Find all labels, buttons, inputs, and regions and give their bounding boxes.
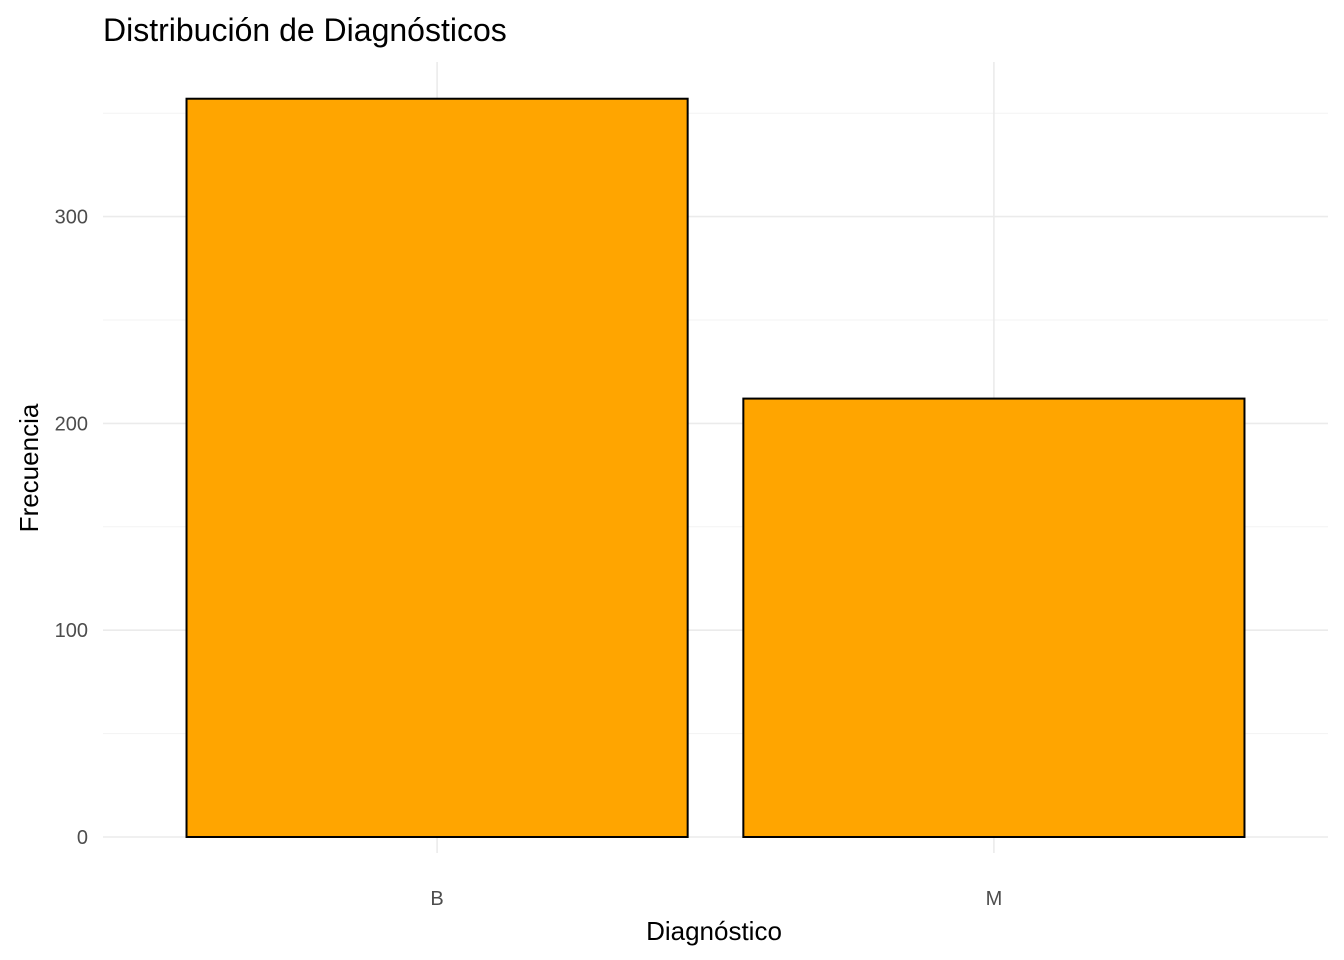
bars: [185, 97, 1246, 838]
y-tick-label: 200: [55, 413, 88, 435]
x-tick-label: B: [430, 888, 443, 910]
bar-B: [185, 97, 689, 838]
y-tick-label: 300: [55, 207, 88, 229]
x-tick-label: M: [986, 888, 1003, 910]
bar-M: [742, 397, 1246, 838]
y-tick-label: 100: [55, 620, 88, 642]
y-axis-ticks: 0 100 200 300: [55, 207, 88, 849]
x-axis-title: Diagnóstico: [646, 916, 782, 946]
y-axis-title: Frecuencia: [14, 403, 44, 532]
chart-title: Distribución de Diagnósticos: [103, 12, 507, 48]
y-tick-label: 0: [77, 827, 88, 849]
